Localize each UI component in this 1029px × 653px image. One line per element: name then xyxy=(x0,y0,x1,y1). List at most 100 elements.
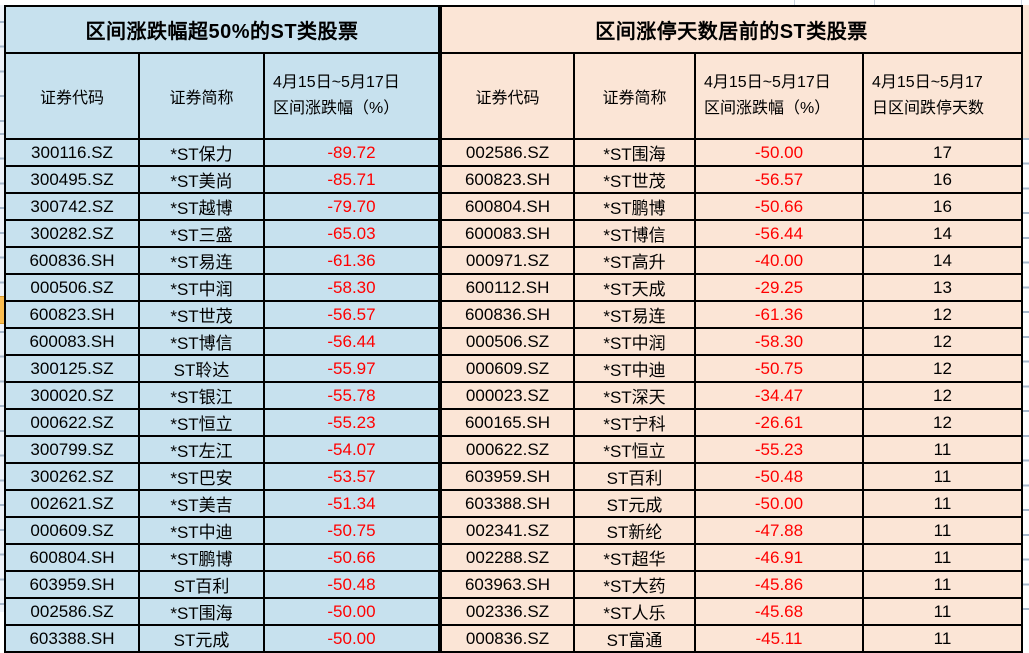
change-percent-cell[interactable]: -56.44 xyxy=(694,219,864,248)
limit-days-cell[interactable]: 11 xyxy=(862,597,1023,626)
stock-code-cell[interactable]: 000609.SZ xyxy=(4,516,140,545)
stock-name-cell[interactable]: *ST围海 xyxy=(138,597,265,626)
limit-days-cell[interactable]: 11 xyxy=(862,624,1023,653)
stock-name-cell[interactable]: *ST世茂 xyxy=(138,300,265,329)
stock-name-cell[interactable]: ST元成 xyxy=(138,624,265,653)
stock-code-cell[interactable]: 002341.SZ xyxy=(440,516,575,545)
stock-name-cell[interactable]: *ST易连 xyxy=(138,246,265,275)
right-header-change[interactable]: 4月15日~5月17日 区间涨跌幅（%） xyxy=(694,52,864,140)
change-percent-cell[interactable]: -34.47 xyxy=(694,381,864,410)
stock-code-cell[interactable]: 600804.SH xyxy=(4,543,140,572)
change-percent-cell[interactable]: -47.88 xyxy=(694,516,864,545)
stock-name-cell[interactable]: *ST越博 xyxy=(138,192,265,221)
stock-name-cell[interactable]: *ST围海 xyxy=(573,138,696,167)
change-percent-cell[interactable]: -55.23 xyxy=(694,435,864,464)
change-percent-cell[interactable]: -50.75 xyxy=(263,516,440,545)
stock-name-cell[interactable]: *ST保力 xyxy=(138,138,265,167)
stock-name-cell[interactable]: *ST巴安 xyxy=(138,462,265,491)
stock-code-cell[interactable]: 000622.SZ xyxy=(4,408,140,437)
stock-name-cell[interactable]: ST富通 xyxy=(573,624,696,653)
right-header-days[interactable]: 4月15日~5月17 日区间跌停天数 xyxy=(862,52,1023,140)
left-header-change[interactable]: 4月15日~5月17日 区间涨跌幅（%） xyxy=(263,52,440,140)
limit-days-cell[interactable]: 12 xyxy=(862,327,1023,356)
stock-code-cell[interactable]: 603388.SH xyxy=(440,489,575,518)
stock-code-cell[interactable]: 600112.SH xyxy=(440,273,575,302)
limit-days-cell[interactable]: 11 xyxy=(862,489,1023,518)
change-percent-cell[interactable]: -50.48 xyxy=(263,570,440,599)
change-percent-cell[interactable]: -45.86 xyxy=(694,570,864,599)
stock-name-cell[interactable]: *ST鹏博 xyxy=(138,543,265,572)
change-percent-cell[interactable]: -50.00 xyxy=(694,138,864,167)
stock-code-cell[interactable]: 600836.SH xyxy=(4,246,140,275)
change-percent-cell[interactable]: -89.72 xyxy=(263,138,440,167)
right-table-title[interactable]: 区间涨停天数居前的ST类股票 xyxy=(440,5,1023,54)
stock-name-cell[interactable]: *ST超华 xyxy=(573,543,696,572)
change-percent-cell[interactable]: -61.36 xyxy=(694,300,864,329)
stock-code-cell[interactable]: 600823.SH xyxy=(440,165,575,194)
stock-code-cell[interactable]: 000023.SZ xyxy=(440,381,575,410)
limit-days-cell[interactable]: 12 xyxy=(862,381,1023,410)
stock-name-cell[interactable]: *ST鹏博 xyxy=(573,192,696,221)
stock-code-cell[interactable]: 000971.SZ xyxy=(440,246,575,275)
stock-name-cell[interactable]: *ST易连 xyxy=(573,300,696,329)
change-percent-cell[interactable]: -58.30 xyxy=(694,327,864,356)
change-percent-cell[interactable]: -55.97 xyxy=(263,354,440,383)
change-percent-cell[interactable]: -29.25 xyxy=(694,273,864,302)
change-percent-cell[interactable]: -55.23 xyxy=(263,408,440,437)
change-percent-cell[interactable]: -51.34 xyxy=(263,489,440,518)
limit-days-cell[interactable]: 16 xyxy=(862,192,1023,221)
stock-code-cell[interactable]: 300125.SZ xyxy=(4,354,140,383)
stock-name-cell[interactable]: *ST大药 xyxy=(573,570,696,599)
limit-days-cell[interactable]: 14 xyxy=(862,246,1023,275)
stock-code-cell[interactable]: 603963.SH xyxy=(440,570,575,599)
stock-code-cell[interactable]: 002336.SZ xyxy=(440,597,575,626)
stock-name-cell[interactable]: *ST世茂 xyxy=(573,165,696,194)
change-percent-cell[interactable]: -26.61 xyxy=(694,408,864,437)
stock-name-cell[interactable]: ST新纶 xyxy=(573,516,696,545)
stock-name-cell[interactable]: ST元成 xyxy=(573,489,696,518)
stock-name-cell[interactable]: *ST博信 xyxy=(138,327,265,356)
stock-code-cell[interactable]: 600823.SH xyxy=(4,300,140,329)
left-table-title[interactable]: 区间涨跌幅超50%的ST类股票 xyxy=(4,5,440,54)
stock-name-cell[interactable]: ST百利 xyxy=(573,462,696,491)
stock-name-cell[interactable]: *ST天成 xyxy=(573,273,696,302)
limit-days-cell[interactable]: 11 xyxy=(862,435,1023,464)
stock-code-cell[interactable]: 300282.SZ xyxy=(4,219,140,248)
change-percent-cell[interactable]: -50.75 xyxy=(694,354,864,383)
stock-code-cell[interactable]: 600083.SH xyxy=(440,219,575,248)
change-percent-cell[interactable]: -56.57 xyxy=(694,165,864,194)
change-percent-cell[interactable]: -85.71 xyxy=(263,165,440,194)
stock-name-cell[interactable]: *ST美尚 xyxy=(138,165,265,194)
limit-days-cell[interactable]: 11 xyxy=(862,543,1023,572)
stock-name-cell[interactable]: *ST恒立 xyxy=(138,408,265,437)
limit-days-cell[interactable]: 14 xyxy=(862,219,1023,248)
stock-code-cell[interactable]: 300799.SZ xyxy=(4,435,140,464)
change-percent-cell[interactable]: -56.44 xyxy=(263,327,440,356)
stock-code-cell[interactable]: 600165.SH xyxy=(440,408,575,437)
stock-name-cell[interactable]: *ST美吉 xyxy=(138,489,265,518)
change-percent-cell[interactable]: -65.03 xyxy=(263,219,440,248)
right-header-name[interactable]: 证券简称 xyxy=(573,52,696,140)
change-percent-cell[interactable]: -50.66 xyxy=(263,543,440,572)
stock-code-cell[interactable]: 600804.SH xyxy=(440,192,575,221)
change-percent-cell[interactable]: -46.91 xyxy=(694,543,864,572)
change-percent-cell[interactable]: -53.57 xyxy=(263,462,440,491)
stock-name-cell[interactable]: *ST高升 xyxy=(573,246,696,275)
stock-name-cell[interactable]: *ST三盛 xyxy=(138,219,265,248)
stock-code-cell[interactable]: 300262.SZ xyxy=(4,462,140,491)
change-percent-cell[interactable]: -54.07 xyxy=(263,435,440,464)
stock-code-cell[interactable]: 000836.SZ xyxy=(440,624,575,653)
stock-name-cell[interactable]: *ST中润 xyxy=(573,327,696,356)
stock-code-cell[interactable]: 002621.SZ xyxy=(4,489,140,518)
stock-name-cell[interactable]: *ST深天 xyxy=(573,381,696,410)
stock-name-cell[interactable]: *ST银江 xyxy=(138,381,265,410)
stock-name-cell[interactable]: *ST宁科 xyxy=(573,408,696,437)
limit-days-cell[interactable]: 11 xyxy=(862,462,1023,491)
stock-name-cell[interactable]: ST百利 xyxy=(138,570,265,599)
stock-name-cell[interactable]: ST聆达 xyxy=(138,354,265,383)
change-percent-cell[interactable]: -50.48 xyxy=(694,462,864,491)
stock-code-cell[interactable]: 600836.SH xyxy=(440,300,575,329)
limit-days-cell[interactable]: 12 xyxy=(862,408,1023,437)
right-header-code[interactable]: 证券代码 xyxy=(440,52,575,140)
stock-code-cell[interactable]: 300495.SZ xyxy=(4,165,140,194)
